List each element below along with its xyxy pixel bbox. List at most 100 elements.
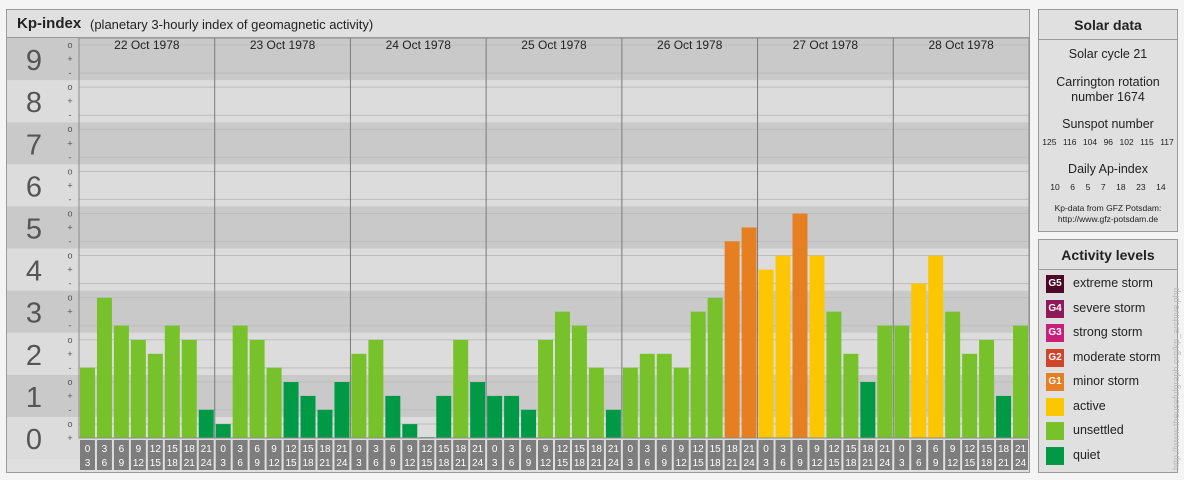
hour-end-label: 9 xyxy=(119,458,125,469)
hour-start-label: 9 xyxy=(543,444,549,455)
hour-label-box xyxy=(639,440,655,470)
kp-bar xyxy=(588,367,604,438)
hour-start-label: 21 xyxy=(1015,444,1027,455)
hour-end-label: 15 xyxy=(285,458,297,469)
hour-label-box xyxy=(487,440,503,470)
hour-end-label: 21 xyxy=(184,458,196,469)
day-label: 27 Oct 1978 xyxy=(793,38,859,52)
hour-label-box xyxy=(962,440,978,470)
hour-end-label: 3 xyxy=(220,458,226,469)
hour-label-box xyxy=(758,440,774,470)
hour-label-box xyxy=(368,440,384,470)
kp-sub-tick-label: o xyxy=(67,335,72,345)
day-label: 22 Oct 1978 xyxy=(114,38,180,52)
kp-bar xyxy=(962,353,978,438)
ap-index-values: 10 6 5 7 18 23 14 xyxy=(1039,182,1177,192)
hour-label-box xyxy=(707,440,723,470)
hour-label-box xyxy=(826,440,842,470)
hour-start-label: 3 xyxy=(373,444,379,455)
sunspot-value: 115 xyxy=(1140,137,1154,147)
activity-level-label: quiet xyxy=(1073,447,1101,462)
hour-start-label: 12 xyxy=(964,444,976,455)
kp-sub-tick-label: - xyxy=(69,363,72,373)
hour-label-box xyxy=(1013,440,1028,470)
hour-end-label: 21 xyxy=(591,458,603,469)
hour-label-box xyxy=(690,440,706,470)
activity-level-swatch: G3 xyxy=(1046,324,1064,342)
day-label: 24 Oct 1978 xyxy=(386,38,452,52)
activity-level-item: G2 moderate storm xyxy=(1046,348,1176,369)
hour-start-label: 9 xyxy=(407,444,413,455)
kp-sub-tick-label: o xyxy=(67,166,72,176)
hour-label-box xyxy=(911,440,927,470)
hour-label-box xyxy=(792,440,808,470)
hour-label-box xyxy=(96,440,112,470)
kp-bar xyxy=(979,339,995,438)
kp-sub-tick-label: o xyxy=(67,251,72,261)
hour-label-box xyxy=(266,440,282,470)
kp-sub-tick-label: + xyxy=(67,391,72,401)
hour-label-box xyxy=(181,440,197,470)
source-link[interactable]: http://www.gfz-potsdam.de xyxy=(1057,214,1159,224)
hour-label-box xyxy=(283,440,299,470)
hour-end-label: 3 xyxy=(899,458,905,469)
hour-end-label: 6 xyxy=(509,458,515,469)
hour-end-label: 24 xyxy=(336,458,348,469)
hour-end-label: 21 xyxy=(319,458,331,469)
kp-bar xyxy=(334,382,350,438)
kp-band-8 xyxy=(61,80,1029,123)
hour-start-label: 21 xyxy=(879,444,891,455)
hour-end-label: 6 xyxy=(916,458,922,469)
hour-label-box xyxy=(588,440,604,470)
hour-end-label: 9 xyxy=(797,458,803,469)
sunspot-value: 104 xyxy=(1082,137,1098,147)
hour-label-box xyxy=(351,440,367,470)
kp-bar xyxy=(130,339,146,438)
hour-end-label: 15 xyxy=(828,458,840,469)
kp-level-label-5: 5 xyxy=(26,213,42,245)
hour-label-box xyxy=(894,440,910,470)
activity-level-label: extreme storm xyxy=(1073,276,1153,290)
hour-start-label: 0 xyxy=(85,444,91,455)
hour-end-label: 18 xyxy=(981,458,993,469)
kp-level-label-7: 7 xyxy=(26,129,42,161)
kp-sub-tick-label: + xyxy=(67,96,72,106)
hour-start-label: 6 xyxy=(797,444,803,455)
hour-start-label: 12 xyxy=(421,444,433,455)
carrington-rotation-line2: number 1674 xyxy=(1071,90,1145,104)
kp-bar xyxy=(266,367,282,438)
kp-sub-tick-label: - xyxy=(69,194,72,204)
hour-start-label: 18 xyxy=(591,444,603,455)
ap-index-value: 23 xyxy=(1136,182,1146,192)
hour-end-label: 9 xyxy=(933,458,939,469)
hour-label-box xyxy=(198,440,214,470)
kp-sub-tick-label: + xyxy=(67,433,72,443)
hour-end-label: 9 xyxy=(526,458,532,469)
hour-end-label: 24 xyxy=(1015,458,1027,469)
hour-label-box xyxy=(470,440,486,470)
hour-end-label: 18 xyxy=(710,458,722,469)
kp-bar xyxy=(724,241,740,438)
hour-start-label: 6 xyxy=(254,444,260,455)
kp-bar xyxy=(555,311,570,438)
activity-level-swatch xyxy=(1046,446,1064,465)
hour-start-label: 18 xyxy=(184,444,196,455)
hour-start-label: 18 xyxy=(727,444,739,455)
hour-label-box xyxy=(860,440,876,470)
sunspot-value: 117 xyxy=(1160,137,1174,147)
kp-bar xyxy=(656,353,672,438)
hour-label-box xyxy=(945,440,961,470)
hour-label-box xyxy=(232,440,248,470)
kp-band-5 xyxy=(61,206,1029,249)
hour-label-box xyxy=(538,440,553,470)
kp-label-band-6 xyxy=(7,164,61,207)
hour-label-box xyxy=(317,440,333,470)
hour-end-label: 15 xyxy=(964,458,976,469)
kp-level-label-9: 9 xyxy=(26,45,42,77)
hour-start-label: 21 xyxy=(472,444,484,455)
hour-end-label: 3 xyxy=(492,458,498,469)
hour-start-label: 6 xyxy=(119,444,125,455)
kp-band-4 xyxy=(61,248,1029,291)
kp-bar xyxy=(487,395,503,438)
